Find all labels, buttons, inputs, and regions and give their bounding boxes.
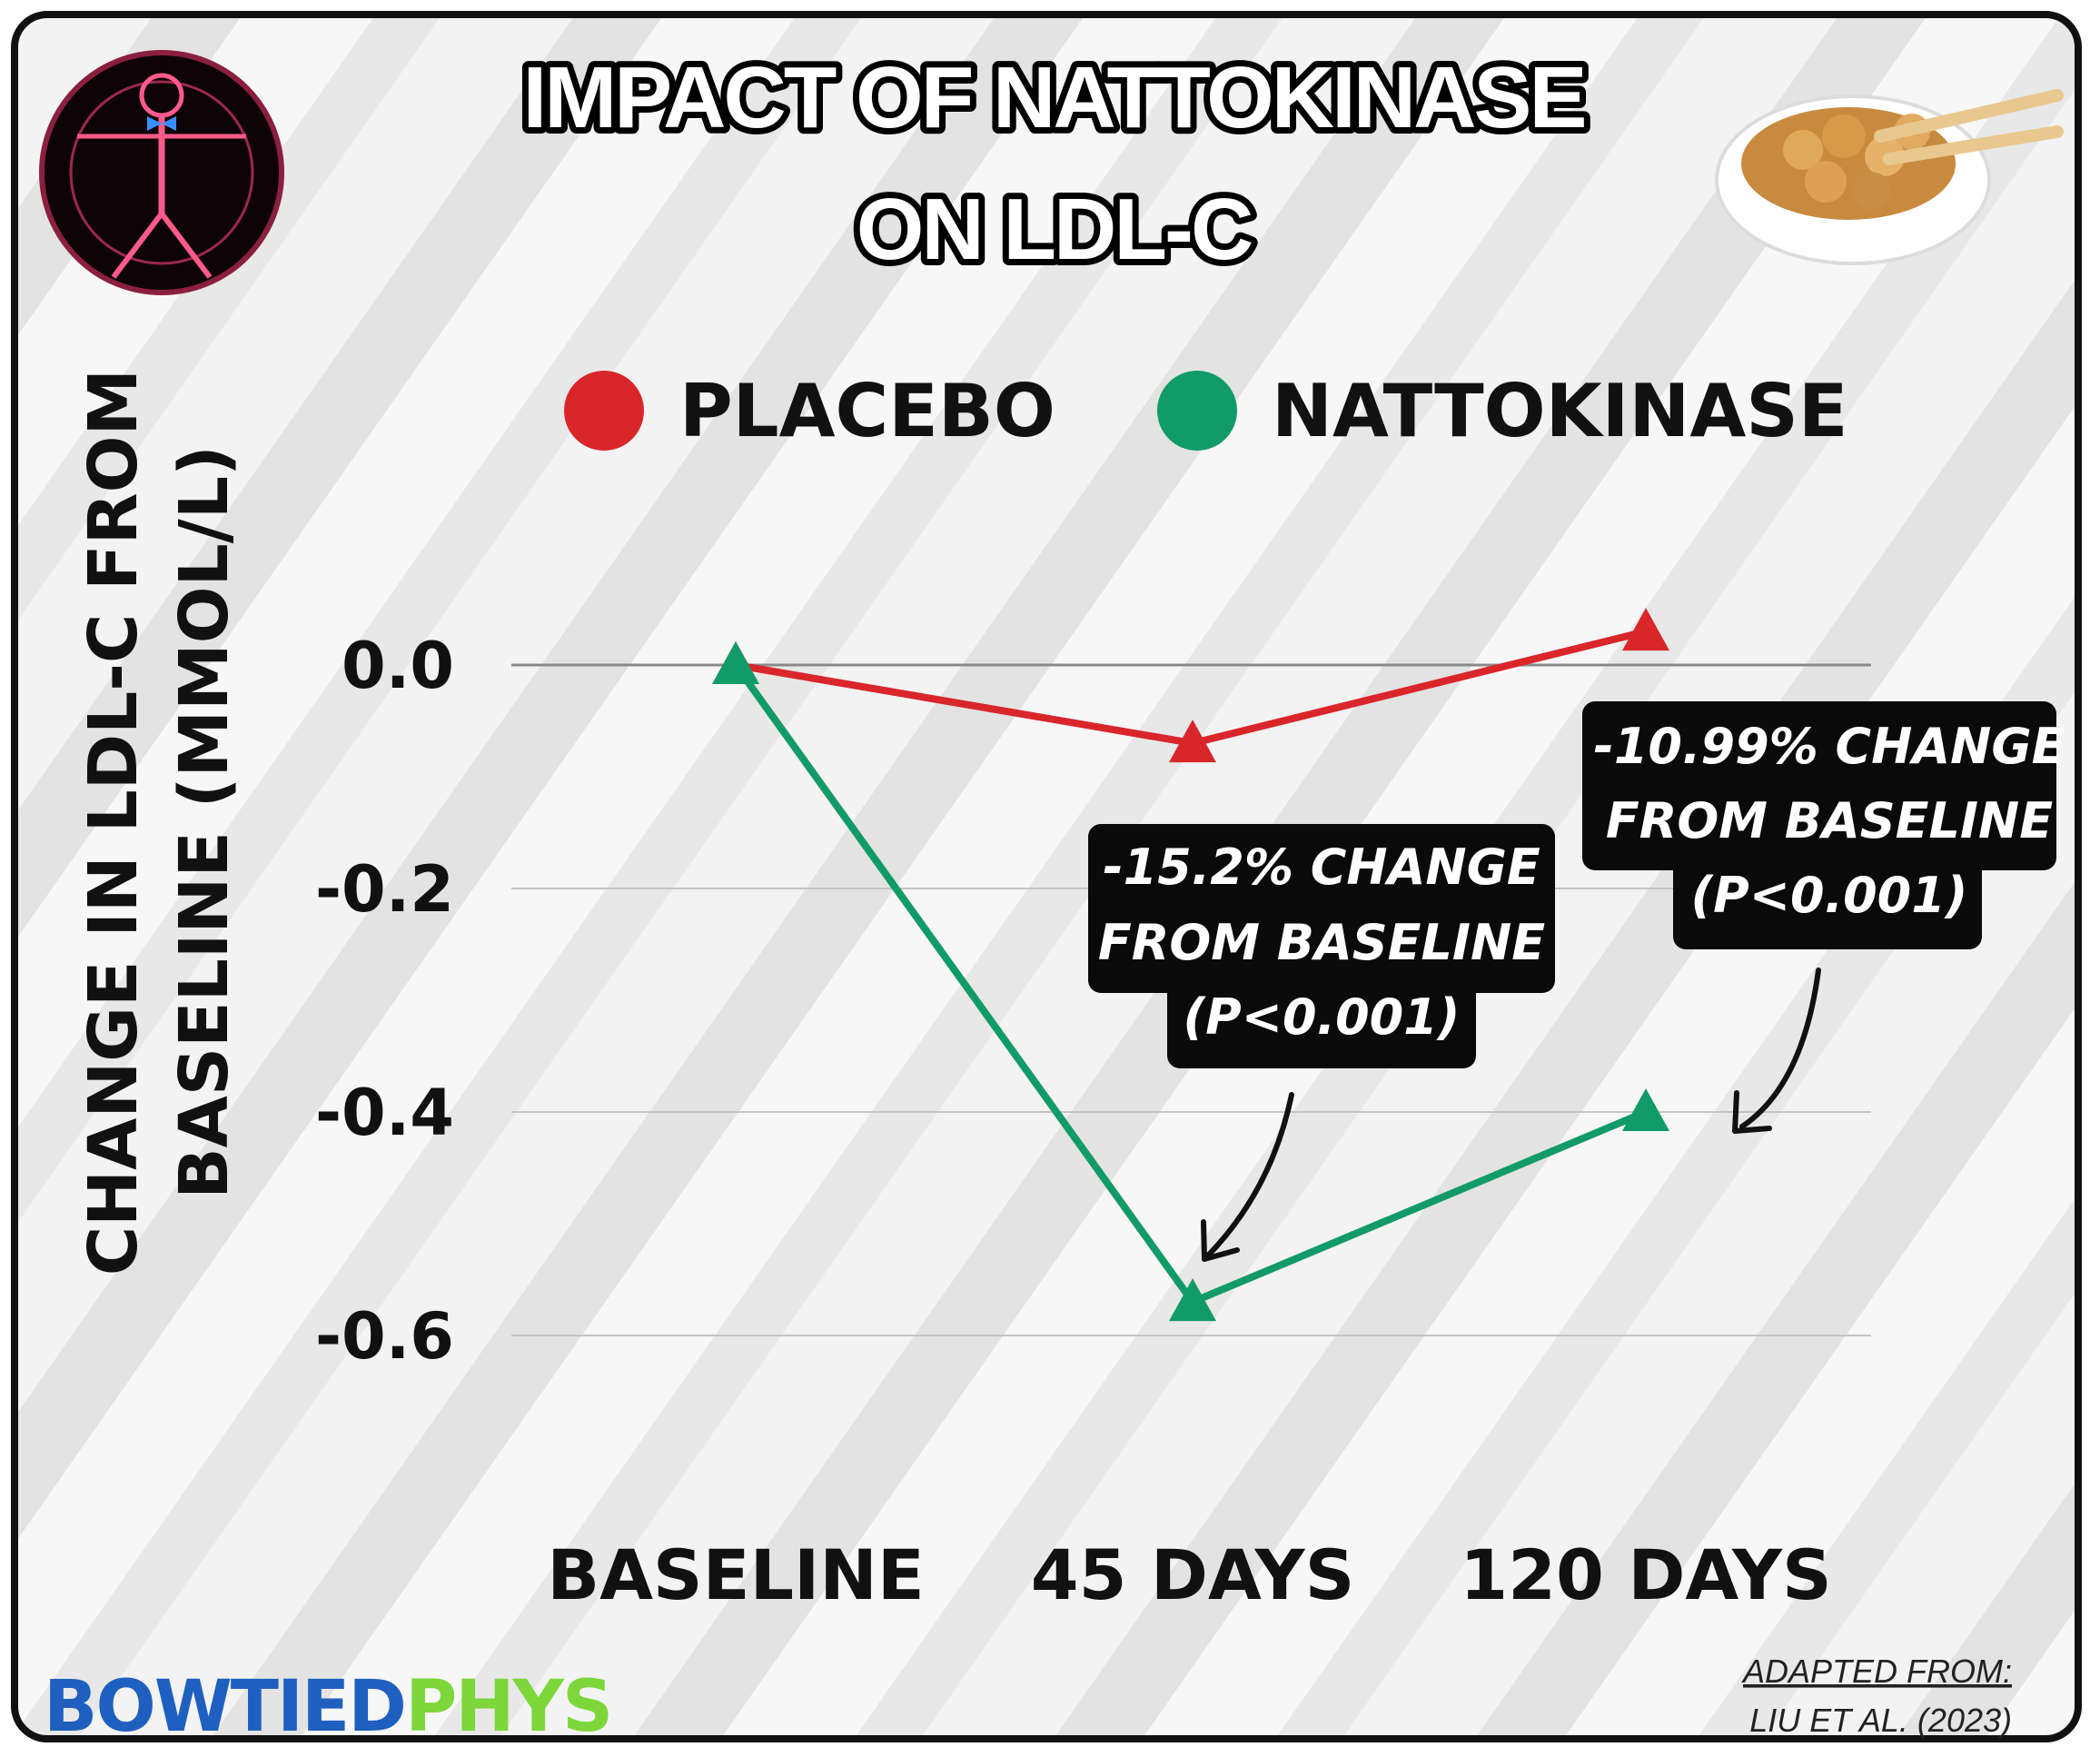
- annotation-120-days: -10.99% CHANGE FROM BASELINE (P<0.001): [1582, 701, 2065, 1134]
- annotation-45-days: -15.2% CHANGE FROM BASELINE (P<0.001): [1088, 824, 1555, 1262]
- annotation-line: FROM BASELINE: [1098, 914, 1545, 971]
- annotation-line: -10.99% CHANGE: [1593, 718, 2065, 775]
- annotation-box: [1088, 824, 1555, 993]
- y-axis-ticks: 0.0 -0.2 -0.4 -0.6: [315, 629, 454, 1374]
- annotation-arrow: [1739, 968, 1821, 1129]
- y-tick-label: 0.0: [342, 629, 454, 703]
- annotation-line: (P<0.001): [1691, 867, 1968, 924]
- annotation-line: -15.2% CHANGE: [1103, 839, 1540, 896]
- arrow-head-icon: [1201, 1219, 1240, 1262]
- anatomy-logo-icon: [39, 50, 284, 295]
- data-point-triangle: [712, 641, 759, 684]
- chart-title-line-1: IMPACT OF NATTOKINASE: [523, 49, 1585, 146]
- y-axis-label-line-2: BASELINE (MMOL/L): [165, 445, 243, 1199]
- y-tick-label: -0.2: [315, 852, 454, 927]
- annotation-line: FROM BASELINE: [1606, 792, 2053, 849]
- brand-part-2: PHYS: [405, 1666, 611, 1748]
- data-point-triangle: [1169, 1278, 1216, 1322]
- source-citation: LIU ET AL. (2023): [1749, 1702, 2012, 1739]
- x-tick-label: 45 DAYS: [1031, 1534, 1355, 1615]
- data-point-triangle: [1169, 720, 1216, 763]
- series-nattokinase: [712, 641, 1669, 1322]
- series-placebo: [712, 608, 1669, 763]
- brand-logo: BOWTIEDPHYS: [44, 1666, 611, 1748]
- legend-label-placebo: PLACEBO: [679, 369, 1055, 453]
- series: [712, 608, 1669, 1322]
- x-tick-label: BASELINE: [547, 1534, 925, 1615]
- y-tick-label: -0.6: [315, 1299, 454, 1374]
- natto-bowl-icon: [1715, 89, 2064, 265]
- source-label: ADAPTED FROM:: [1741, 1653, 2012, 1690]
- annotation-box-tab: [1673, 859, 1982, 949]
- annotation-box: [1582, 701, 2056, 870]
- legend-swatch-nattokinase: [1157, 371, 1237, 451]
- annotation-line: (P<0.001): [1184, 988, 1461, 1046]
- annotation-box-tab: [1167, 981, 1476, 1068]
- data-point-triangle: [1622, 608, 1669, 651]
- y-axis-label: CHANGE IN LDL-C FROM BASELINE (MMOL/L): [74, 369, 243, 1276]
- brand-part-1: BOWTIED: [44, 1666, 405, 1748]
- y-axis-label-line-1: CHANGE IN LDL-C FROM: [74, 369, 153, 1276]
- data-point-triangle: [1622, 1088, 1669, 1131]
- legend: PLACEBO NATTOKINASE: [564, 369, 1848, 453]
- x-axis-ticks: BASELINE 45 DAYS 120 DAYS: [547, 1534, 1832, 1615]
- legend-swatch-placebo: [564, 371, 644, 451]
- y-tick-label: -0.4: [315, 1076, 454, 1150]
- x-tick-label: 120 DAYS: [1460, 1534, 1832, 1615]
- legend-label-nattokinase: NATTOKINASE: [1272, 369, 1848, 453]
- chart-title-line-2: ON LDL-C: [857, 181, 1252, 278]
- annotation-arrow: [1205, 1092, 1294, 1258]
- arrow-head-icon: [1732, 1090, 1772, 1134]
